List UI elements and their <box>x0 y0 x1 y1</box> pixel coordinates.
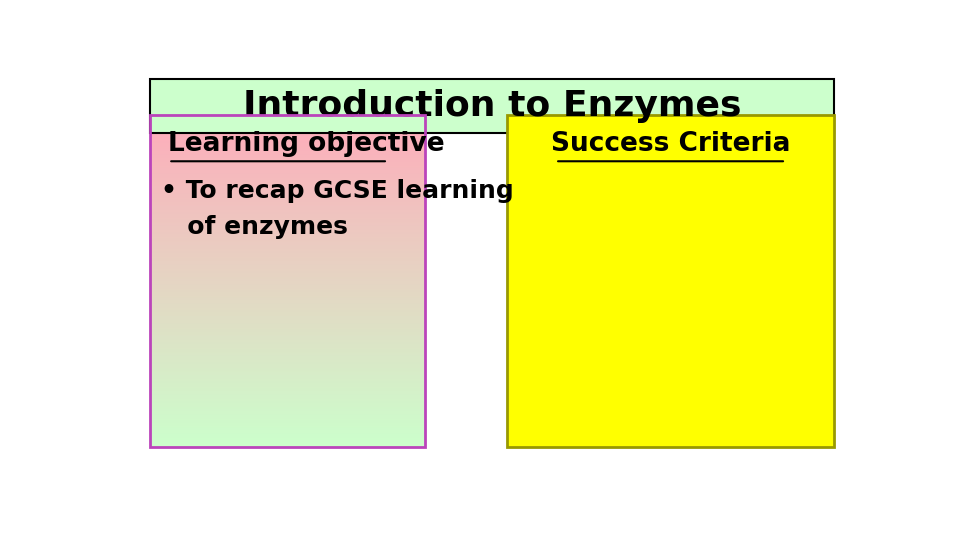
Text: Learning objective: Learning objective <box>168 131 445 157</box>
FancyBboxPatch shape <box>507 114 834 447</box>
Text: • To recap GCSE learning
   of enzymes: • To recap GCSE learning of enzymes <box>161 179 514 239</box>
FancyBboxPatch shape <box>150 79 834 133</box>
Text: Success Criteria: Success Criteria <box>551 131 790 157</box>
Text: Introduction to Enzymes: Introduction to Enzymes <box>243 90 741 123</box>
